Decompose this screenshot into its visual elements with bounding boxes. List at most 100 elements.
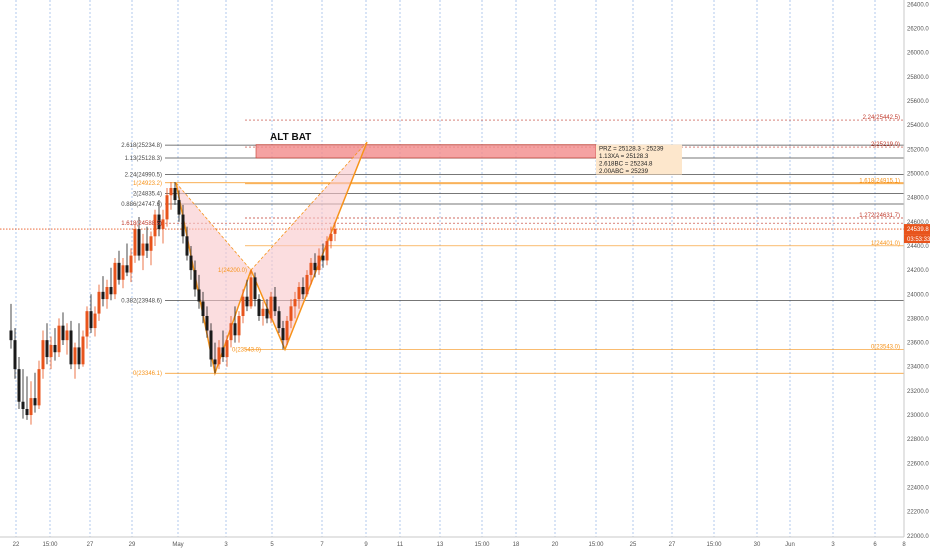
time-tick-label: 30: [754, 542, 761, 548]
time-tick-label: 8: [902, 542, 906, 548]
candle-body: [325, 241, 329, 261]
fib-level-label: 2(24835.4): [133, 191, 162, 197]
pattern-point-label: 0(23543.0): [232, 347, 261, 353]
candles: [9, 181, 337, 425]
candle-body: [133, 229, 137, 256]
time-tick-label: 15:00: [474, 542, 490, 548]
candle-body: [285, 320, 289, 341]
candle-body: [85, 311, 89, 337]
extension-level-label: 0(23543.0): [871, 344, 900, 350]
price-tick-label: 25600.0: [907, 99, 929, 105]
time-tick-label: 3: [831, 542, 835, 548]
price-tick-label: 23200.0: [907, 389, 929, 395]
last-price-value: 24539.8: [907, 227, 929, 233]
candle-body: [329, 233, 333, 242]
candle-body: [173, 187, 177, 201]
candle-body: [213, 359, 217, 365]
candle-body: [245, 296, 249, 307]
candle-body: [205, 315, 209, 331]
candle-body: [137, 229, 141, 256]
candle-body: [221, 347, 225, 358]
extension-level-label: 1.618(24915.1): [859, 179, 900, 185]
candle-body: [217, 347, 221, 365]
prz-note-line: 2.00ABC = 25239: [599, 168, 649, 175]
time-tick-label: Jun: [785, 542, 795, 548]
alt-bat-pattern[interactable]: [175, 141, 368, 377]
pattern-xb-line: [175, 182, 252, 271]
price-tick-label: 25800.0: [907, 75, 929, 81]
candle-body: [249, 277, 253, 307]
candle-body: [269, 296, 273, 319]
price-tick-label: 23000.0: [907, 413, 929, 419]
time-tick-label: 27: [669, 542, 676, 548]
candle-body: [265, 308, 269, 319]
candle-body: [297, 287, 301, 300]
price-tick-label: 23400.0: [907, 365, 929, 371]
candle-body: [101, 291, 105, 300]
candle-body: [185, 236, 189, 256]
pattern-triangle-xab: [176, 182, 251, 374]
price-tick-label: 24000.0: [907, 292, 929, 298]
candle-body: [97, 291, 101, 314]
prz-box[interactable]: [255, 144, 597, 159]
price-tick-label: 25400.0: [907, 123, 929, 129]
candle-body: [141, 243, 145, 256]
level-labels: 2.618(25234.8) 1.13(25128.3) 2.24(24990.5)…: [121, 115, 900, 377]
candle-body: [81, 336, 85, 365]
price-tick-label: 25000.0: [907, 171, 929, 177]
candle-body: [73, 347, 77, 365]
candle-body: [281, 328, 285, 341]
time-tick-label: 3: [224, 542, 228, 548]
price-tick-label: 23600.0: [907, 341, 929, 347]
price-tick-label: 24800.0: [907, 196, 929, 202]
candle-body: [153, 214, 157, 237]
candle-body: [209, 330, 213, 360]
price-tick-label: 23800.0: [907, 316, 929, 322]
candle-body: [105, 287, 109, 300]
fib-level-label: 2.24(24990.5): [125, 173, 162, 179]
candle-body: [333, 229, 337, 234]
candle-body: [121, 265, 125, 280]
candle-body: [261, 308, 265, 316]
candle-body: [45, 340, 49, 358]
time-tick-label: 13: [437, 542, 444, 548]
time-tick-label: 6: [873, 542, 877, 548]
candle-body: [49, 344, 53, 358]
candle-body: [125, 265, 129, 273]
candle-body: [237, 315, 241, 336]
extension-level-label: 2(25219.0): [871, 142, 900, 148]
candle-body: [29, 398, 33, 416]
candle-body: [189, 255, 193, 271]
candle-body: [233, 323, 237, 336]
pattern-point-label: 1(24200.0): [218, 268, 247, 274]
price-tick-label: 22200.0: [907, 510, 929, 516]
candle-body: [89, 311, 93, 329]
candle-body: [53, 344, 57, 353]
price-axis[interactable]: 26400.0 26200.0 26000.0 25800.0 25600.0 25400…: [904, 2, 931, 540]
time-tick-label: 15:00: [42, 542, 58, 548]
candle-body: [69, 330, 73, 365]
fib-level-label: 0.382(23948.6): [121, 298, 162, 304]
candle-body: [13, 340, 17, 370]
candle-body: [309, 262, 313, 275]
pattern-bd-line: [250, 141, 368, 271]
time-tick-label: 20: [552, 542, 559, 548]
candle-body: [305, 274, 309, 295]
time-tick-label: 15:00: [706, 542, 722, 548]
candle-body: [293, 299, 297, 307]
time-axis[interactable]: 22 15:00 27 29 May 3 5 7 9 11 13 15:00 18 20 15:00 25 27…: [13, 542, 907, 548]
price-tick-label: 24200.0: [907, 268, 929, 274]
candle-body: [317, 255, 321, 271]
fib-level-label: 1(24923.2): [133, 181, 162, 187]
candle-body: [9, 330, 13, 341]
candle-body: [157, 214, 161, 230]
extension-level-label: 2.24(25442.5): [863, 115, 900, 121]
time-tick-label: May: [172, 542, 183, 548]
time-tick-label: 27: [87, 542, 94, 548]
price-tick-label: 24600.0: [907, 220, 929, 226]
fib-level-label: 1.13(25128.3): [125, 156, 162, 162]
candle-body: [33, 398, 37, 406]
prz-note-line: 1.13XA = 25128.3: [599, 153, 649, 160]
